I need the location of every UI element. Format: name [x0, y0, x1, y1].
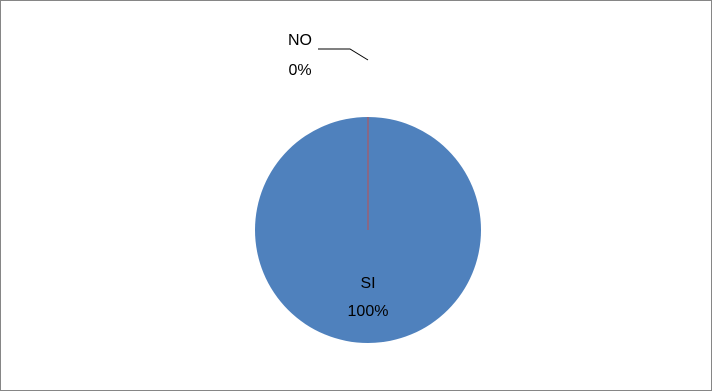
data-label-category: SI: [360, 275, 375, 292]
data-label-category: NO: [288, 32, 312, 49]
data-label-value: 0%: [288, 62, 311, 79]
data-label-value: 100%: [348, 303, 389, 320]
leader-line: [318, 48, 369, 61]
